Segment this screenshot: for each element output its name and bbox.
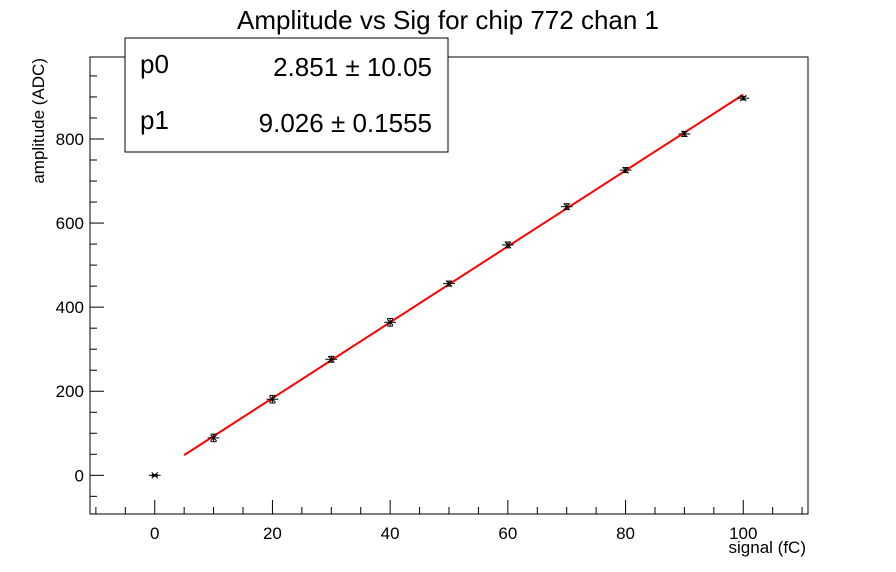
x-tick-label: 60 [498,524,517,543]
point-marker [269,395,276,403]
point-marker [445,280,453,287]
points-layer [148,94,750,479]
stats-p1-value: 9.026 ± 0.1555 [259,108,432,138]
data-point [501,241,514,249]
stats-p1-name: p1 [140,105,169,135]
data-point [678,130,691,138]
y-axis-label: amplitude (ADC) [29,58,48,184]
y-tick-label: 0 [75,466,84,485]
point-marker [739,94,747,102]
fit-line [183,93,744,456]
data-point [619,166,632,174]
data-point [384,318,397,327]
chart-title: Amplitude vs Sig for chip 772 chan 1 [237,5,659,35]
point-marker [327,355,335,363]
y-tick-label: 600 [56,214,84,233]
x-axis: 0 20 40 60 80 100 [95,500,803,543]
data-point [266,394,279,404]
point-marker [151,471,159,479]
point-marker [386,318,394,326]
data-point [325,355,338,363]
stats-p0-pm: ± [345,52,359,82]
stats-p0-value: 2.851 ± 10.05 [273,52,432,82]
y-tick-label: 200 [56,382,84,401]
point-marker [681,130,688,138]
stats-p0-estimate: 2.851 [273,52,338,82]
x-tick-label: 100 [729,524,757,543]
fit-layer [183,93,744,456]
stats-p1-estimate: 9.026 [259,108,324,138]
stats-p1-pm: ± [331,108,345,138]
x-tick-label: 40 [381,524,400,543]
point-marker [622,166,629,174]
x-tick-label: 0 [150,524,159,543]
x-axis-label: signal (fC) [729,538,806,557]
stats-p1-error: 0.1555 [352,108,432,138]
y-tick-label: 400 [56,298,84,317]
data-point [148,471,161,479]
point-marker [210,434,217,442]
stats-p0-error: 10.05 [367,52,432,82]
fit-stats-box: p0 2.851 ± 10.05 p1 9.026 ± 0.1555 [124,37,449,153]
x-tick-label: 80 [616,524,635,543]
data-point [560,203,573,211]
stats-box-frame [124,37,449,153]
stats-p0-name: p0 [140,49,169,79]
x-tick-label: 20 [263,524,282,543]
point-marker [504,241,512,249]
y-axis: 0 200 400 600 800 [56,75,104,497]
data-point [207,433,220,443]
data-point [737,94,750,102]
data-point [443,280,455,287]
y-tick-label: 800 [56,130,84,149]
point-marker [563,203,571,211]
